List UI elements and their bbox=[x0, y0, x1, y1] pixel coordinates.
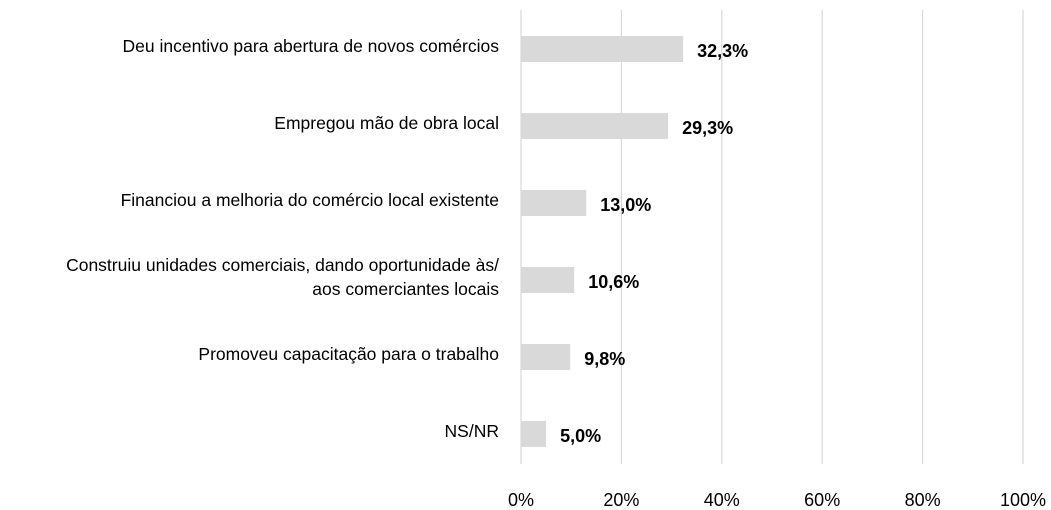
category-label: NS/NR bbox=[444, 421, 499, 441]
bar bbox=[521, 344, 571, 370]
bar bbox=[521, 36, 684, 62]
category-label: Financiou a melhoria do comércio local e… bbox=[120, 190, 499, 210]
bar bbox=[521, 421, 547, 447]
category-label: Empregou mão de obra local bbox=[274, 113, 499, 133]
value-label: 29,3% bbox=[682, 118, 733, 138]
value-label: 5,0% bbox=[560, 426, 601, 446]
bar bbox=[521, 113, 669, 139]
x-tick-label: 0% bbox=[508, 490, 534, 510]
bar bbox=[521, 267, 575, 293]
x-tick-label: 80% bbox=[905, 490, 941, 510]
x-tick-label: 40% bbox=[704, 490, 740, 510]
bar bbox=[521, 190, 587, 216]
x-tick-label: 60% bbox=[804, 490, 840, 510]
value-label: 32,3% bbox=[697, 41, 748, 61]
category-label: Construiu unidades comerciais, dando opo… bbox=[66, 255, 499, 299]
value-label: 9,8% bbox=[584, 349, 625, 369]
category-label: Promoveu capacitação para o trabalho bbox=[198, 344, 499, 364]
category-label: Deu incentivo para abertura de novos com… bbox=[122, 36, 499, 56]
x-tick-label: 100% bbox=[1000, 490, 1046, 510]
value-label: 10,6% bbox=[588, 272, 639, 292]
value-label: 13,0% bbox=[600, 195, 651, 215]
x-tick-label: 20% bbox=[603, 490, 639, 510]
